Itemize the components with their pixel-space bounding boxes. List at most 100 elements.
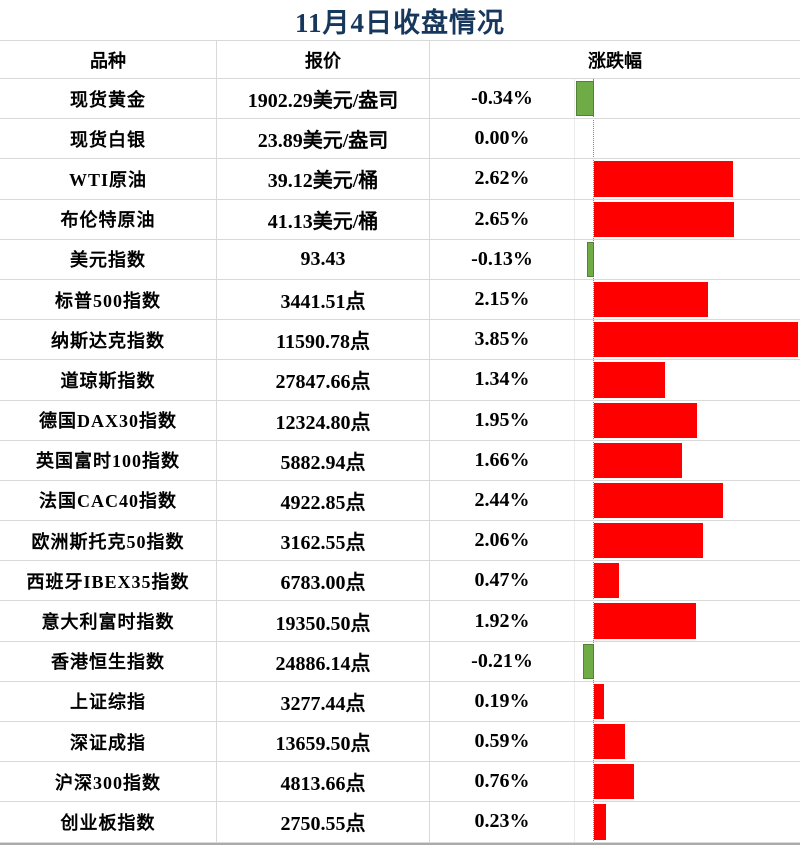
instrument-name: 西班牙IBEX35指数 xyxy=(0,561,217,601)
change-percent: 1.34% xyxy=(430,360,575,400)
table-row: 纳斯达克指数 11590.78点 3.85% xyxy=(0,320,800,361)
table-row: 现货黄金 1902.29美元/盎司 -0.34% xyxy=(0,79,800,120)
instrument-price: 23.89美元/盎司 xyxy=(217,119,430,159)
table-row: 法国CAC40指数 4922.85点 2.44% xyxy=(0,480,800,522)
change-bar xyxy=(594,322,798,358)
change-percent: 2.44% xyxy=(430,480,575,521)
change-bar xyxy=(594,523,703,559)
instrument-name: 现货黄金 xyxy=(0,79,217,119)
change-percent: 2.65% xyxy=(430,199,575,239)
change-bar-area xyxy=(575,722,800,761)
change-percent: 1.95% xyxy=(430,400,575,440)
table-header: 品种 报价 涨跌幅 xyxy=(0,40,800,79)
change-bar-area xyxy=(575,240,800,279)
instrument-name: WTI原油 xyxy=(0,159,217,199)
table-row: 现货白银 23.89美元/盎司 0.00% xyxy=(0,119,800,160)
instrument-price: 4922.85点 xyxy=(217,480,430,521)
table-row: 上证综指 3277.44点 0.19% xyxy=(0,681,800,722)
change-percent: 2.62% xyxy=(430,159,575,199)
table-row: 英国富时100指数 5882.94点 1.66% xyxy=(0,440,800,481)
instrument-price: 4813.66点 xyxy=(217,762,430,802)
change-bar-area xyxy=(575,762,800,801)
change-bar-area xyxy=(575,360,800,399)
instrument-name: 布伦特原油 xyxy=(0,199,217,239)
table-row: 布伦特原油 41.13美元/桶 2.65% xyxy=(0,199,800,240)
instrument-name: 深证成指 xyxy=(0,722,217,762)
table-row: 道琼斯指数 27847.66点 1.34% xyxy=(0,360,800,401)
instrument-price: 2750.55点 xyxy=(217,802,430,842)
change-bar xyxy=(576,81,594,117)
instrument-price: 93.43 xyxy=(217,239,430,279)
change-bar xyxy=(594,161,733,197)
table-row: 创业板指数 2750.55点 0.23% xyxy=(0,802,800,843)
change-percent: 0.76% xyxy=(430,762,575,802)
instrument-price: 12324.80点 xyxy=(217,400,430,440)
instrument-name: 标普500指数 xyxy=(0,279,217,320)
change-percent: 0.19% xyxy=(430,681,575,721)
instrument-price: 3277.44点 xyxy=(217,681,430,721)
change-percent: -0.21% xyxy=(430,641,575,681)
change-bar xyxy=(594,281,708,318)
table-row: WTI原油 39.12美元/桶 2.62% xyxy=(0,159,800,200)
instrument-price: 11590.78点 xyxy=(217,320,430,360)
table-body: 现货黄金 1902.29美元/盎司 -0.34% 现货白银 23.89美元/盎司… xyxy=(0,79,800,845)
instrument-price: 41.13美元/桶 xyxy=(217,199,430,239)
table-row: 深证成指 13659.50点 0.59% xyxy=(0,722,800,763)
change-percent: -0.34% xyxy=(430,79,575,119)
change-bar xyxy=(594,603,696,639)
change-bar-area xyxy=(575,521,800,560)
instrument-price: 13659.50点 xyxy=(217,722,430,762)
instrument-name: 上证综指 xyxy=(0,681,217,721)
change-percent: 0.23% xyxy=(430,802,575,842)
change-bar xyxy=(594,362,665,398)
instrument-price: 3441.51点 xyxy=(217,279,430,320)
instrument-name: 纳斯达克指数 xyxy=(0,320,217,360)
instrument-price: 1902.29美元/盎司 xyxy=(217,79,430,119)
instrument-name: 美元指数 xyxy=(0,239,217,279)
instrument-name: 现货白银 xyxy=(0,119,217,159)
instrument-name: 道琼斯指数 xyxy=(0,360,217,400)
table-row: 香港恒生指数 24886.14点 -0.21% xyxy=(0,641,800,682)
change-bar xyxy=(594,804,606,840)
instrument-name: 沪深300指数 xyxy=(0,762,217,802)
change-bar-area xyxy=(575,119,800,158)
change-bar-area xyxy=(575,601,800,640)
page-title: 11月4日收盘情况 xyxy=(294,7,505,38)
change-bar-area xyxy=(575,320,800,359)
col-header-name: 品种 xyxy=(0,41,217,78)
change-bar-area xyxy=(575,200,800,239)
instrument-name: 英国富时100指数 xyxy=(0,440,217,480)
change-percent: 2.06% xyxy=(430,521,575,561)
instrument-name: 德国DAX30指数 xyxy=(0,400,217,440)
chart-zero-axis-line xyxy=(593,79,594,843)
table-row: 沪深300指数 4813.66点 0.76% xyxy=(0,762,800,803)
change-bar xyxy=(594,201,734,237)
change-bar-area xyxy=(575,79,800,118)
change-bar xyxy=(594,764,634,800)
instrument-price: 39.12美元/桶 xyxy=(217,159,430,199)
change-bar-area xyxy=(575,802,800,841)
instrument-name: 欧洲斯托克50指数 xyxy=(0,521,217,561)
instrument-name: 法国CAC40指数 xyxy=(0,480,217,521)
col-header-change: 涨跌幅 xyxy=(588,50,642,71)
change-percent: 1.92% xyxy=(430,601,575,641)
change-percent: 0.59% xyxy=(430,722,575,762)
table-row: 西班牙IBEX35指数 6783.00点 0.47% xyxy=(0,561,800,602)
table-row: 意大利富时指数 19350.50点 1.92% xyxy=(0,601,800,642)
change-percent: 3.85% xyxy=(430,320,575,360)
table-row: 美元指数 93.43 -0.13% xyxy=(0,239,800,280)
change-bar-area xyxy=(575,642,800,681)
change-bar-area xyxy=(575,481,800,520)
instrument-name: 香港恒生指数 xyxy=(0,641,217,681)
change-percent: 2.15% xyxy=(430,279,575,320)
change-bar xyxy=(587,241,594,277)
change-bar xyxy=(583,643,594,679)
change-bar-area xyxy=(575,682,800,721)
instrument-price: 27847.66点 xyxy=(217,360,430,400)
change-bar-area xyxy=(575,401,800,440)
change-percent: -0.13% xyxy=(430,239,575,279)
change-bar xyxy=(594,563,619,599)
change-bar xyxy=(594,482,723,519)
change-percent: 0.00% xyxy=(430,119,575,159)
